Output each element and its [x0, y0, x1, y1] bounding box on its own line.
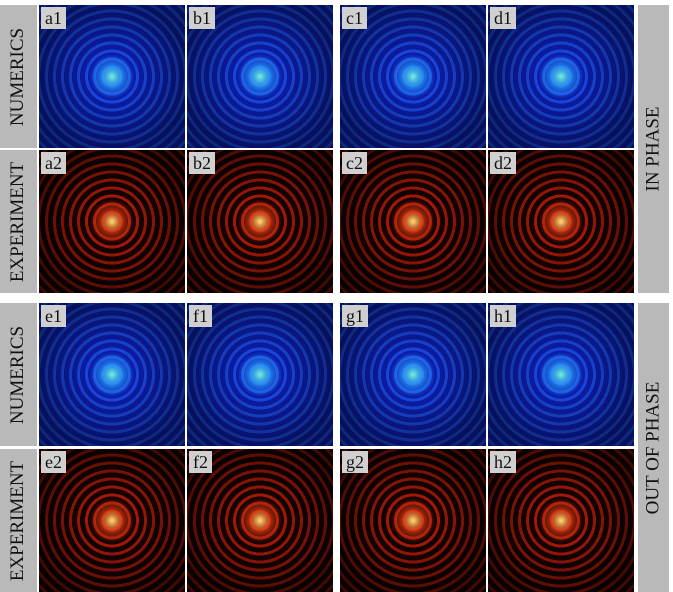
image-panel: h2	[488, 449, 634, 592]
image-panel: e1	[39, 303, 185, 446]
image-panel: g2	[340, 449, 486, 592]
panel-label: h1	[490, 305, 516, 327]
panel-label: f2	[189, 451, 212, 473]
panel-label: e2	[41, 451, 66, 473]
image-panel: c2	[340, 150, 486, 293]
image-panel: h1	[488, 303, 634, 446]
image-panel: g1	[340, 303, 486, 446]
image-panel: d1	[488, 5, 634, 148]
panel-label: a2	[41, 152, 66, 174]
panel-label: d2	[490, 152, 516, 174]
side-label-text: IN PHASE	[643, 107, 665, 192]
image-panel: c1	[340, 5, 486, 148]
row-label: NUMERICS	[0, 303, 37, 446]
panel-label: c1	[342, 7, 367, 29]
side-label: OUT OF PHASE	[638, 303, 669, 592]
row-label-text: EXPERIMENT	[8, 460, 30, 580]
side-label: IN PHASE	[638, 5, 669, 293]
panel-label: b1	[189, 7, 215, 29]
panel-label: d1	[490, 7, 516, 29]
image-panel: a2	[39, 150, 185, 293]
panel-label: c2	[342, 152, 367, 174]
row-label: EXPERIMENT	[0, 150, 37, 293]
panel-label: g2	[342, 451, 368, 473]
image-panel: e2	[39, 449, 185, 592]
row-label-text: EXPERIMENT	[8, 161, 30, 281]
panel-label: h2	[490, 451, 516, 473]
panel-label: f1	[189, 305, 212, 327]
row-label: EXPERIMENT	[0, 449, 37, 592]
panel-label: b2	[189, 152, 215, 174]
panel-label: g1	[342, 305, 368, 327]
panel-label: e1	[41, 305, 66, 327]
row-label-text: NUMERICS	[8, 325, 30, 423]
image-panel: f1	[187, 303, 333, 446]
side-label-text: OUT OF PHASE	[643, 381, 665, 514]
image-panel: f2	[187, 449, 333, 592]
image-panel: b1	[187, 5, 333, 148]
row-label: NUMERICS	[0, 5, 37, 148]
image-panel: a1	[39, 5, 185, 148]
row-label-text: NUMERICS	[8, 27, 30, 125]
panel-label: a1	[41, 7, 66, 29]
image-panel: b2	[187, 150, 333, 293]
figure: NUMERICS a1 b1 c1 d1 EXPERIMENT a2 b2 c2 d2 NUMERI…	[0, 0, 673, 592]
image-panel: d2	[488, 150, 634, 293]
